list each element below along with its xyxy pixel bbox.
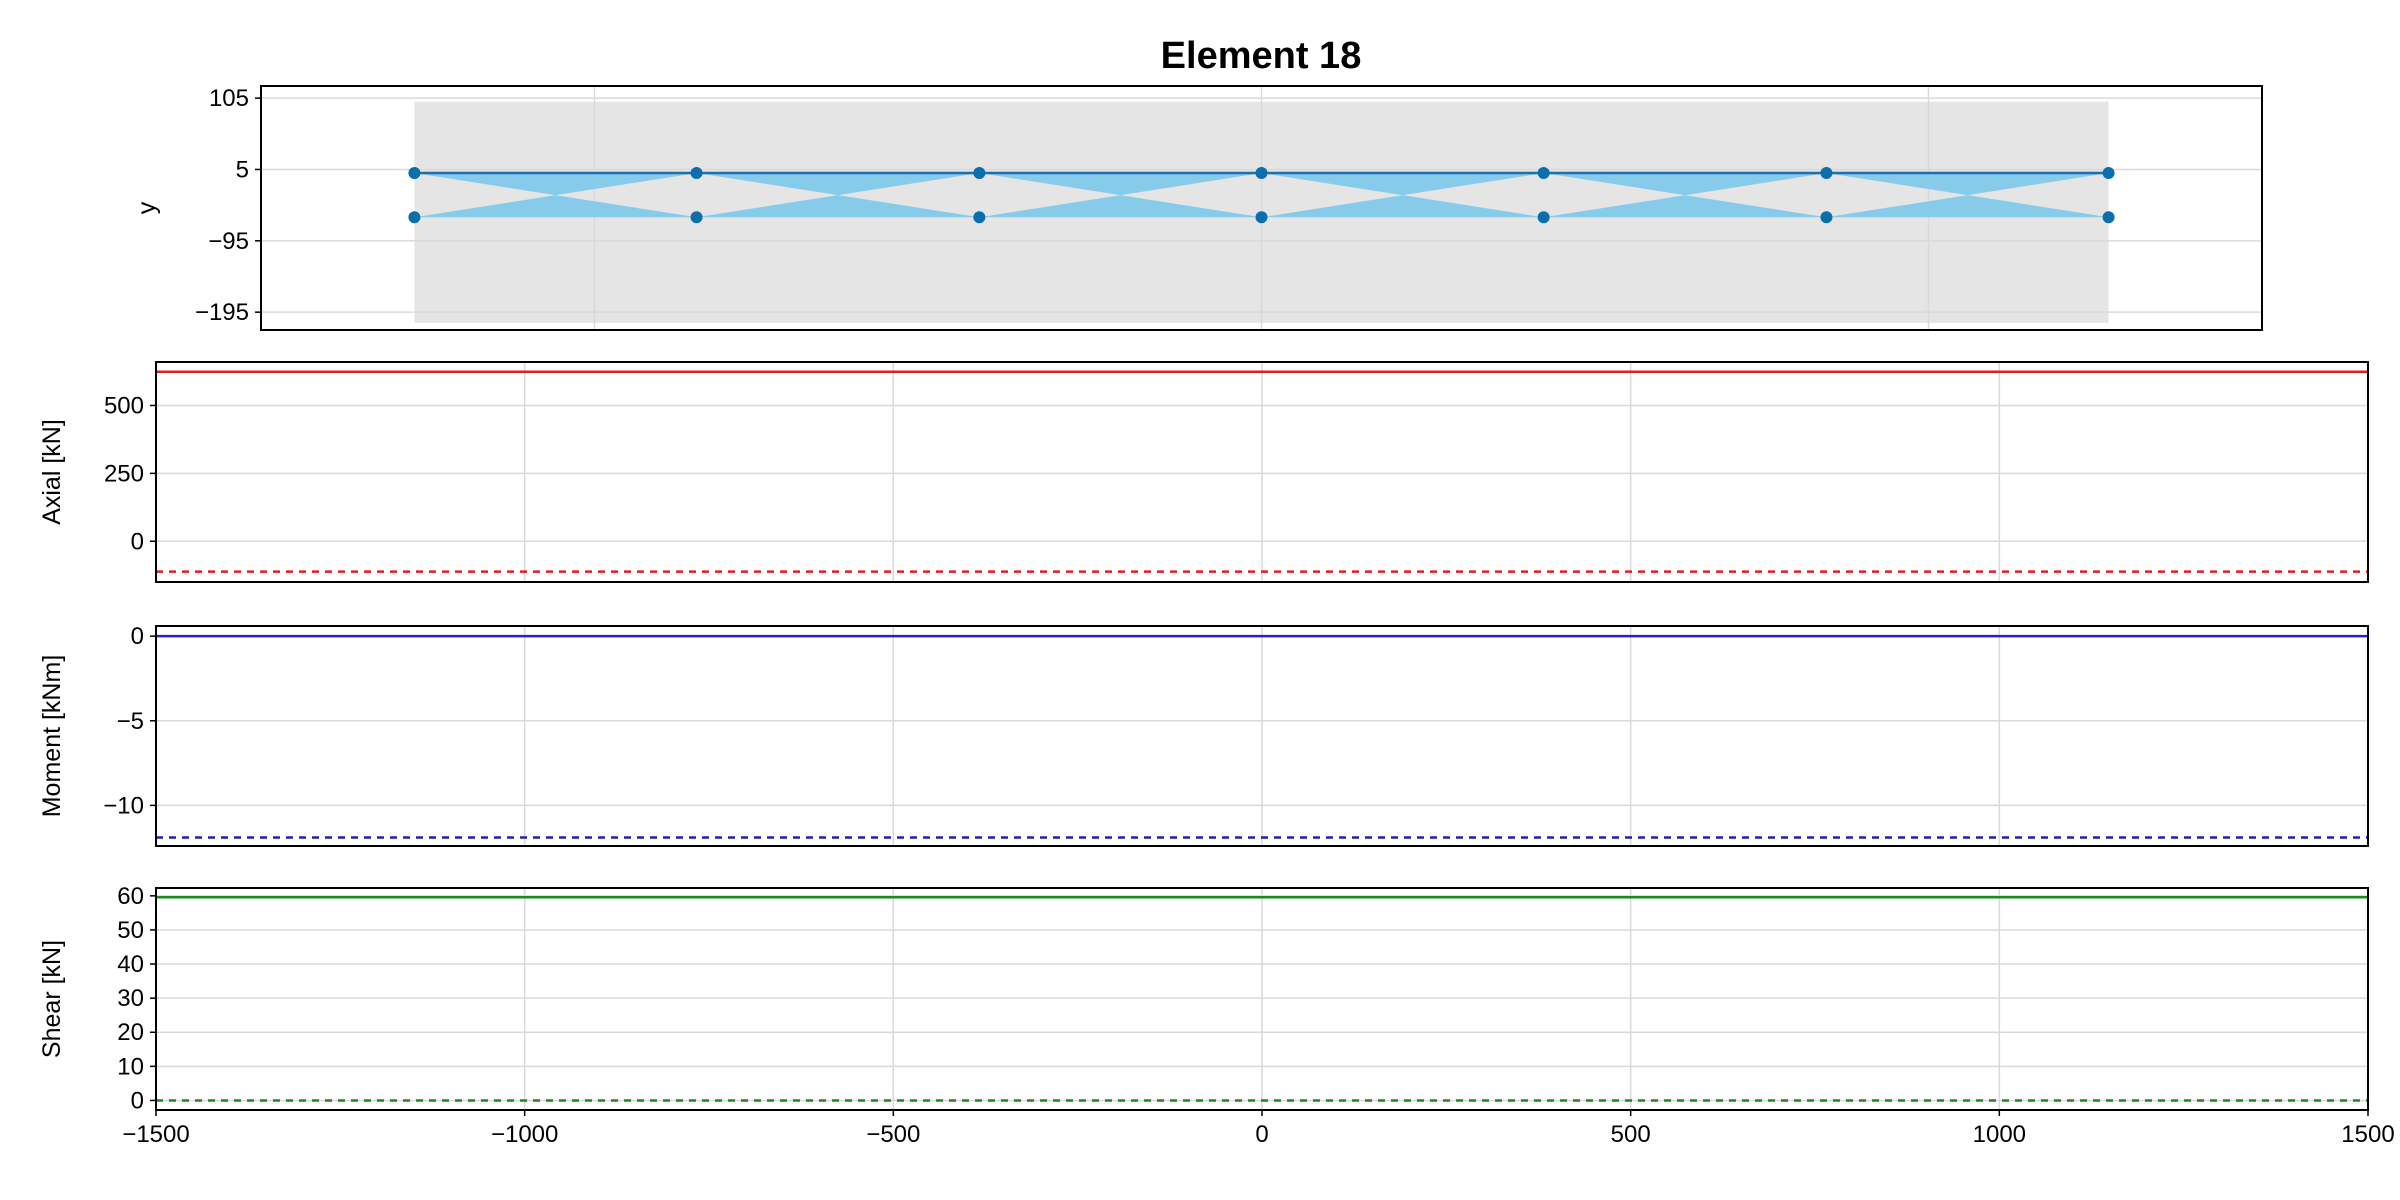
top-chord-point <box>408 167 421 180</box>
section-fill <box>979 173 1262 218</box>
y-tick-label: 0 <box>131 623 144 650</box>
x-tick-label: 500 <box>1611 1121 1651 1148</box>
y-tick-label: 50 <box>117 917 144 944</box>
x-tick-label: 1000 <box>1973 1121 2026 1148</box>
top-chord-point <box>2102 167 2115 180</box>
bottom-chord-point <box>690 211 703 224</box>
y-tick-label: 250 <box>104 460 144 487</box>
y-axis-label: Axial [kN] <box>38 419 66 525</box>
y-tick-label: −95 <box>208 228 249 255</box>
top-chord-point <box>1255 167 1268 180</box>
bottom-chord-point <box>1255 211 1268 224</box>
section-fill <box>414 173 697 218</box>
section-fill <box>696 173 980 218</box>
y-tick-label: 5 <box>236 156 249 183</box>
panel-shear: 60 50 40 30 20 10 0 −1500 −1000 −500 0 500 1000 1500 S… <box>38 883 2395 1148</box>
axes-frame <box>260 85 2263 331</box>
bottom-chord-point <box>1820 211 1833 224</box>
y-tick-label: −10 <box>103 792 144 819</box>
top-chord-point <box>973 167 986 180</box>
y-tick-label: 0 <box>131 1087 144 1114</box>
y-axis-label: Shear [kN] <box>38 940 66 1058</box>
panel-moment: 0 −5 −10 Moment [kNm] <box>38 623 2369 847</box>
x-tick-label: −500 <box>866 1121 920 1148</box>
y-tick-label: 500 <box>104 392 144 419</box>
x-tick-label: −1000 <box>491 1121 558 1148</box>
top-chord-point <box>1537 167 1550 180</box>
y-axis-label: y <box>133 201 161 214</box>
y-tick-label: −195 <box>195 299 249 326</box>
x-tick-label: 1500 <box>2341 1121 2394 1148</box>
section-fill <box>1261 173 1544 218</box>
axes-frame <box>155 361 2369 583</box>
section-fill <box>1543 173 1827 218</box>
y-axis-label: Moment [kNm] <box>38 655 66 818</box>
y-tick-label: 0 <box>131 528 144 555</box>
bottom-chord-point <box>2102 211 2115 224</box>
bottom-chord-point <box>1537 211 1550 224</box>
bottom-chord-point <box>973 211 986 224</box>
section-fill <box>1826 173 2109 218</box>
axes-frame <box>155 625 2369 847</box>
y-tick-label: 60 <box>117 883 144 910</box>
chart-title: Element 18 <box>1161 35 1362 77</box>
y-tick-label: 105 <box>209 85 249 112</box>
y-tick-label: 20 <box>117 1019 144 1046</box>
x-tick-label: −1500 <box>122 1121 189 1148</box>
x-tick-label: 0 <box>1255 1121 1268 1148</box>
y-tick-label: 10 <box>117 1053 144 1080</box>
panel-section: 105 5 −95 −195 y <box>133 85 2263 331</box>
top-chord-point <box>690 167 703 180</box>
bottom-chord-point <box>408 211 421 224</box>
y-tick-label: −5 <box>117 708 144 735</box>
panel-axial: 500 250 0 Axial [kN] <box>38 361 2369 583</box>
y-tick-label: 40 <box>117 951 144 978</box>
y-tick-label: 30 <box>117 985 144 1012</box>
top-chord-point <box>1820 167 1833 180</box>
